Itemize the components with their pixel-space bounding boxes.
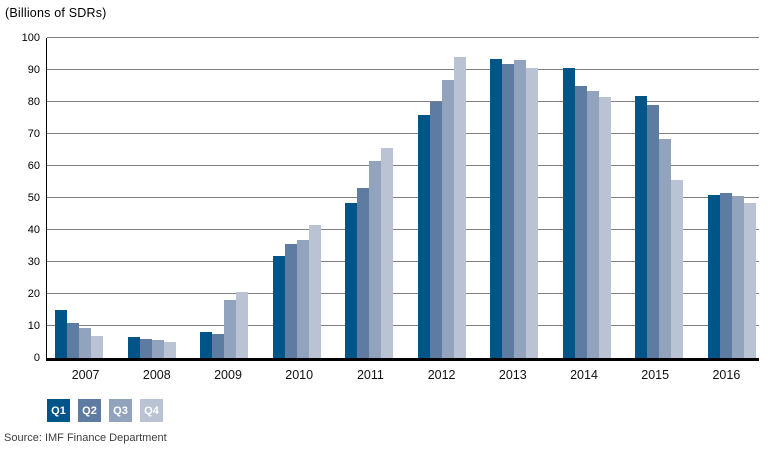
bar-2008-Q4: [163, 342, 176, 358]
legend-chip-q1: Q1: [47, 399, 70, 422]
bar-2007-Q1: [55, 310, 67, 358]
x-tick-label: 2009: [214, 368, 242, 382]
bar-2013-Q1: [490, 58, 503, 358]
gridline: [47, 229, 759, 230]
bar-group-2016: [707, 38, 756, 358]
y-tick-label: 90: [27, 64, 40, 76]
gridline: [47, 261, 759, 262]
bar-2010-Q4: [308, 225, 321, 358]
y-tick-label: 0: [33, 352, 40, 364]
legend-chip-q2: Q2: [78, 399, 101, 422]
bar-2012-Q4: [453, 57, 466, 358]
y-tick-label: 10: [27, 320, 40, 332]
bar-2016-Q1: [707, 194, 720, 358]
bar-2011-Q1: [345, 202, 358, 358]
bar-group-2012: [417, 38, 466, 358]
bar-group-2009: [200, 38, 249, 358]
chart-title: (Billions of SDRs): [5, 6, 107, 20]
x-tick-label: 2012: [427, 368, 456, 382]
legend-chip-q4: Q4: [140, 399, 163, 422]
bar-2007-Q3: [79, 327, 91, 358]
bar-2016-Q3: [731, 196, 744, 358]
bar-group-2007: [55, 38, 103, 358]
y-tick-label: 70: [27, 128, 40, 140]
gridline: [47, 293, 759, 294]
y-tick-label: 40: [27, 224, 40, 236]
x-tick-label: 2008: [142, 368, 171, 382]
bar-2008-Q2: [139, 338, 152, 358]
x-tick-label: 2014: [570, 368, 598, 382]
x-tick-label: 2007: [71, 368, 100, 382]
y-tick-label: 100: [21, 32, 40, 44]
bar-2014-Q4: [598, 97, 611, 358]
gridline: [47, 165, 759, 166]
bar-group-2014: [562, 38, 611, 358]
bar-2013-Q2: [502, 63, 515, 358]
bar-2012-Q3: [441, 79, 454, 358]
y-tick-label: 50: [27, 192, 40, 204]
gridline: [47, 69, 759, 70]
source-note: Source: IMF Finance Department: [4, 432, 167, 444]
bar-group-2010: [272, 38, 321, 358]
bar-2011-Q2: [357, 188, 370, 358]
chart-legend: Q1 Q2 Q3 Q4: [47, 399, 163, 422]
bar-2013-Q4: [526, 68, 539, 358]
bar-group-2015: [635, 38, 684, 358]
bar-2016-Q4: [743, 202, 756, 358]
bar-2015-Q3: [659, 138, 672, 358]
y-tick-label: 20: [27, 288, 40, 300]
bar-2009-Q3: [224, 300, 237, 358]
bar-2013-Q3: [514, 60, 527, 358]
x-tick-label: 2013: [498, 368, 527, 382]
bar-2008-Q3: [151, 340, 164, 358]
x-tick-label: 2015: [641, 368, 670, 382]
gridline: [47, 133, 759, 134]
bar-group-2008: [127, 38, 176, 358]
bar-2011-Q3: [369, 161, 382, 358]
bar-2015-Q2: [647, 105, 660, 358]
bar-2012-Q2: [429, 102, 442, 358]
bar-2015-Q1: [635, 95, 648, 358]
bar-2009-Q4: [236, 292, 249, 358]
bar-2014-Q1: [562, 68, 575, 358]
y-tick-label: 30: [27, 256, 40, 268]
plot-area: [46, 37, 759, 361]
bar-2011-Q4: [381, 148, 394, 358]
bar-2007-Q4: [91, 335, 103, 358]
bar-2010-Q2: [284, 244, 297, 358]
bar-2015-Q4: [671, 180, 684, 358]
x-tick-label: 2011: [356, 368, 384, 382]
y-tick-label: 80: [27, 96, 40, 108]
bar-2016-Q2: [719, 193, 732, 358]
bar-2014-Q3: [586, 90, 599, 358]
bar-2008-Q1: [127, 337, 140, 358]
bar-group-2013: [490, 38, 539, 358]
x-tick-label: 2016: [712, 368, 741, 382]
bar-2010-Q3: [296, 239, 309, 358]
x-tick-label: 2010: [285, 368, 314, 382]
legend-chip-q3: Q3: [109, 399, 132, 422]
gridline: [47, 325, 759, 326]
gridline: [47, 37, 759, 38]
bar-2009-Q1: [200, 332, 213, 358]
bar-2014-Q2: [574, 86, 587, 358]
gridline: [47, 101, 759, 102]
bar-group-2011: [345, 38, 394, 358]
bar-2007-Q2: [67, 322, 79, 358]
y-tick-label: 60: [27, 160, 40, 172]
bar-2012-Q1: [417, 114, 430, 358]
gridline: [47, 197, 759, 198]
bar-2010-Q1: [272, 255, 285, 358]
bar-2009-Q2: [212, 334, 225, 358]
